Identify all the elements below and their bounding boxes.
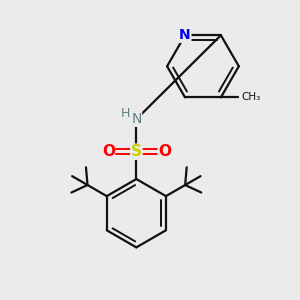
Text: H: H bbox=[121, 106, 130, 120]
Text: N: N bbox=[179, 28, 191, 42]
Text: N: N bbox=[131, 112, 142, 126]
Text: S: S bbox=[131, 144, 142, 159]
Text: CH₃: CH₃ bbox=[242, 92, 261, 102]
Text: O: O bbox=[102, 144, 115, 159]
Text: O: O bbox=[158, 144, 171, 159]
